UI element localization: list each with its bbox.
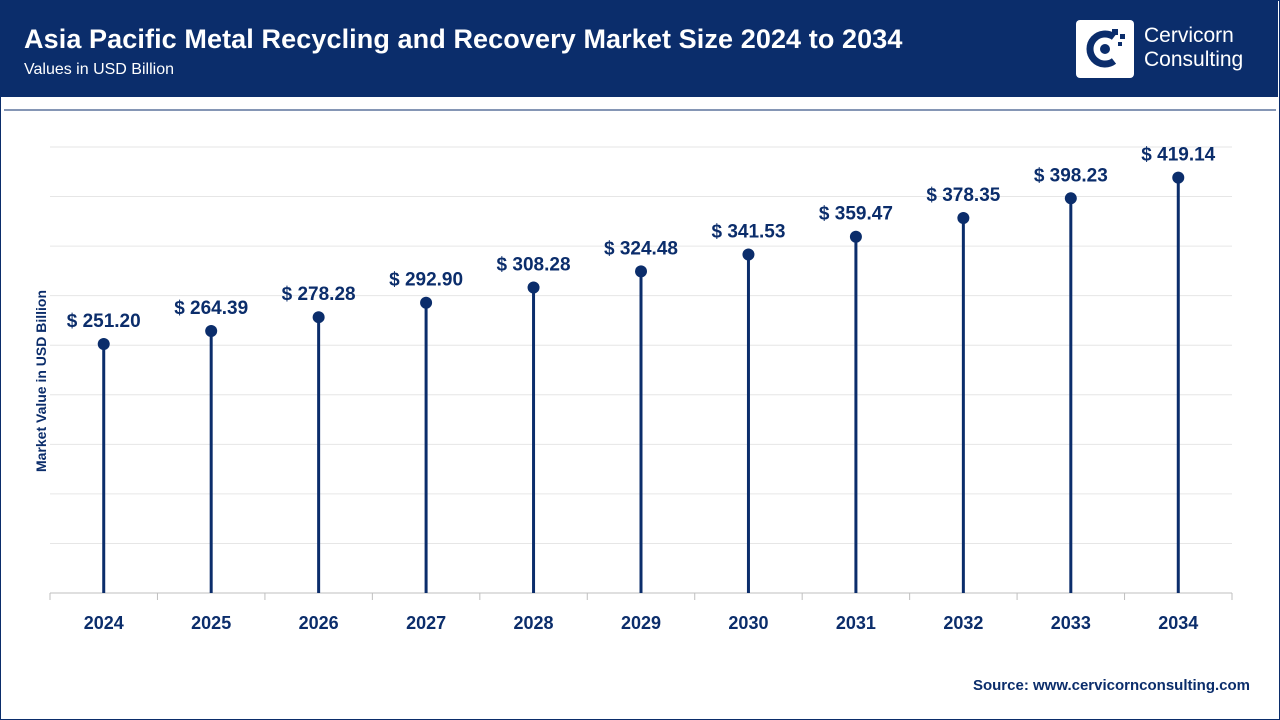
lollipop-dot[interactable] — [312, 311, 325, 324]
source-link[interactable]: www.cervicornconsulting.com — [1033, 677, 1250, 694]
x-tick-label: 2024 — [84, 613, 124, 633]
x-tick-label: 2034 — [1158, 613, 1198, 633]
data-label: $ 378.35 — [926, 185, 1000, 206]
chart-title: Asia Pacific Metal Recycling and Recover… — [24, 24, 903, 54]
x-tick-label: 2031 — [836, 613, 876, 633]
y-axis-label: Market Value in USD Billion — [33, 290, 49, 472]
data-label: $ 251.20 — [67, 311, 141, 332]
logo-text: Cervicorn Consulting — [1144, 24, 1243, 72]
x-tick-label: 2029 — [621, 613, 661, 633]
x-tick-label: 2027 — [406, 613, 446, 633]
lollipop-dot[interactable] — [635, 265, 647, 278]
data-label: $ 419.14 — [1141, 145, 1215, 166]
lollipop-dot[interactable] — [957, 212, 970, 225]
logo-line-2: Consulting — [1144, 48, 1244, 71]
chart-subtitle: Values in USD Billion — [24, 61, 174, 78]
data-label: $ 324.48 — [604, 238, 678, 259]
data-label: $ 292.90 — [389, 270, 463, 291]
lollipop-stems — [97, 171, 1185, 593]
lollipop-dot[interactable] — [742, 248, 755, 261]
header-banner: Asia Pacific Metal Recycling and Recover… — [0, 0, 1278, 97]
cervicorn-logo-icon — [1076, 20, 1134, 78]
x-tick-label: 2026 — [299, 613, 339, 633]
lollipop-dot[interactable] — [849, 230, 862, 243]
lollipop-dot[interactable] — [205, 324, 218, 337]
data-label: $ 359.47 — [819, 204, 893, 225]
source-label: Source: — [972, 677, 1029, 694]
data-label: $ 398.23 — [1034, 165, 1108, 186]
lollipop-dot[interactable] — [1172, 171, 1185, 184]
lollipop-dot[interactable] — [527, 281, 540, 294]
lollipop-dot[interactable] — [97, 338, 110, 351]
lollipop-dot[interactable] — [420, 296, 433, 309]
data-label: $ 308.28 — [497, 254, 571, 275]
x-axis: 2024 2025 2026 2027 2028 2029 2030 2031 2032 2033… — [49, 592, 1233, 633]
data-labels: $ 251.20 $ 264.39 $ 278.28 $ 292.90 $ 308.28… — [67, 145, 1216, 332]
data-label: $ 341.53 — [711, 222, 785, 243]
data-label: $ 278.28 — [282, 284, 356, 305]
x-tick-label: 2025 — [191, 613, 231, 633]
source-credit: Source: www.cervicornconsulting.com — [973, 677, 1250, 694]
company-logo[interactable]: Cervicorn Consulting — [1076, 20, 1266, 78]
logo-line-1: Cervicorn — [1144, 24, 1234, 47]
x-tick-label: 2032 — [943, 613, 983, 633]
x-tick-label: 2033 — [1051, 613, 1091, 633]
data-label: $ 264.39 — [174, 298, 248, 319]
x-tick-label: 2030 — [728, 613, 768, 633]
lollipop-dot[interactable] — [1064, 192, 1077, 205]
x-tick-label: 2028 — [514, 613, 554, 633]
